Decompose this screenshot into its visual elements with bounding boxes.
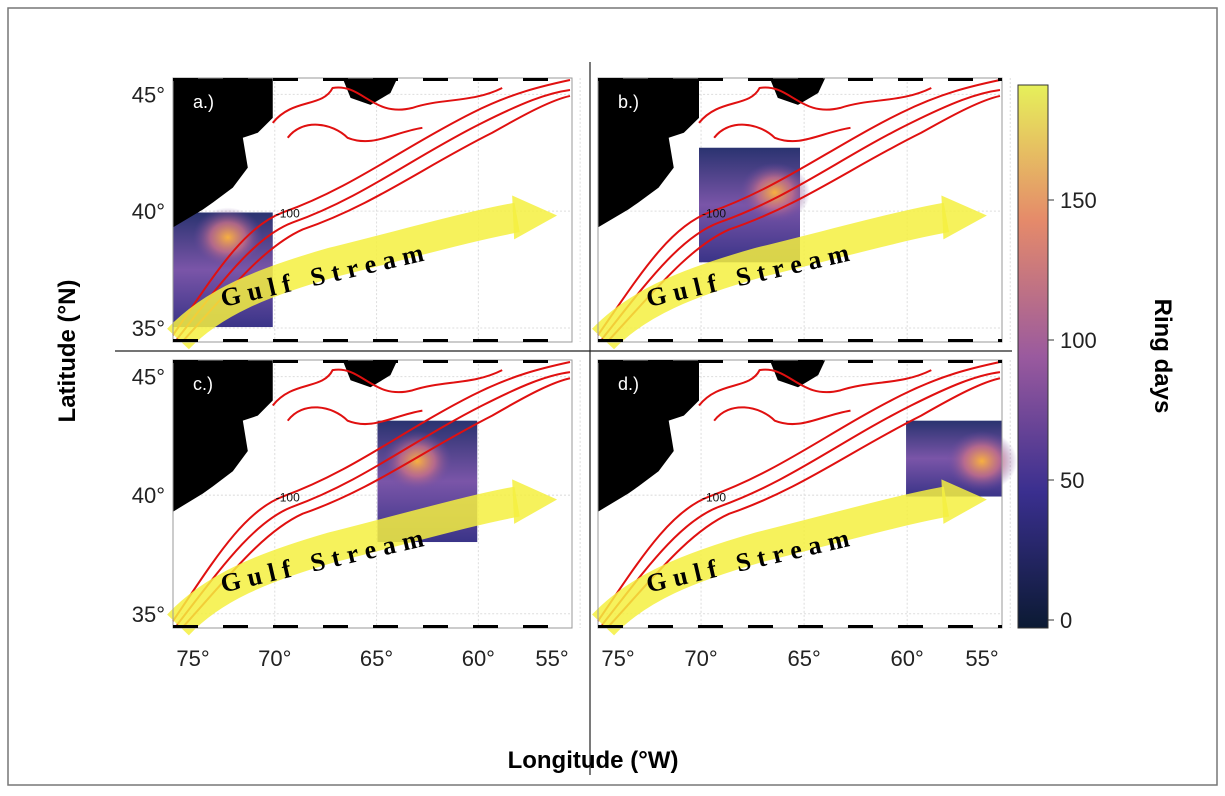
x-tick-label: 75° [601,646,634,671]
map-content [167,360,581,636]
depth-contour [271,86,503,124]
colorbar-tick-label: 0 [1060,608,1072,633]
map-content [592,78,1011,350]
depth-contour [182,94,571,342]
gulf-stream-arrow [592,202,950,350]
x-tick-label: 55° [965,646,998,671]
depth-contour [176,88,571,340]
x-tick-label: 60° [462,646,495,671]
land [173,78,273,228]
panel-label: b.) [618,92,639,112]
colorbar-tick-label: 150 [1060,188,1097,213]
colorbar [1017,84,1049,629]
y-tick-label: 35° [132,602,165,627]
ring-hotspot [946,430,1018,492]
land [769,360,826,388]
x-tick-label: 65° [360,646,393,671]
gulf-stream-arrow [167,486,520,636]
gulf-stream-arrowhead [512,479,558,524]
map-content [592,360,1018,636]
x-axis-label: Longitude (°W) [508,747,679,774]
y-tick-label: 45° [132,82,165,107]
y-tick-label: 40° [132,483,165,508]
contour-label: -100 [276,206,300,220]
depth-contour [698,368,932,407]
panel-label: a.) [193,92,214,112]
gulf-stream-arrowhead [941,479,987,524]
panel-border [172,77,573,343]
frame [7,7,1218,786]
ring-hotspot [739,162,811,223]
depth-contour [271,368,503,407]
depth-contour [607,377,1001,628]
contour-label: -100 [276,491,300,505]
panel-border [172,359,573,629]
land [598,360,699,512]
depth-contour [698,86,932,124]
gulf-stream-arrowhead [941,195,987,240]
x-tick-label: 60° [891,646,924,671]
depth-contour [172,361,571,622]
depth-contour [597,361,1001,622]
gulf-stream-arrow [167,202,520,350]
depth-contour [286,406,423,426]
y-tick-label: 45° [132,365,165,390]
depth-contour [607,94,1001,342]
map-content [167,78,581,350]
gulf-stream-arrowhead [512,195,558,240]
y-tick-label: 35° [132,316,165,341]
x-tick-label: 55° [535,646,568,671]
colorbar-tick-label: 100 [1060,328,1097,353]
y-tick-label: 40° [132,199,165,224]
depth-contour [601,371,1001,626]
contour-label: -100 [702,491,726,505]
x-tick-label: 65° [787,646,820,671]
x-tick-label: 70° [684,646,717,671]
depth-contour [286,123,423,143]
contour-label: -100 [702,206,726,220]
depth-contour [597,79,1001,336]
land [769,78,826,105]
land [342,360,398,388]
x-tick-label: 75° [176,646,209,671]
land [598,78,699,228]
x-tick-label: 70° [258,646,291,671]
panel-label: c.) [193,374,213,394]
colorbar-label: Ring days [1149,299,1176,414]
depth-contour [172,79,571,336]
ring-hotspot [382,430,453,492]
colorbar-tick-label: 50 [1060,468,1084,493]
land [173,360,273,512]
depth-contour [601,88,1001,340]
land [342,78,398,105]
depth-contour [713,406,851,426]
gulf-stream-arrow [592,486,950,636]
depth-contour [713,123,851,143]
depth-contour [176,371,571,626]
y-axis-label: Latitude (°N) [54,280,81,423]
panel-label: d.) [618,374,639,394]
ring-hotspot [192,207,263,268]
depth-contour [182,377,571,628]
